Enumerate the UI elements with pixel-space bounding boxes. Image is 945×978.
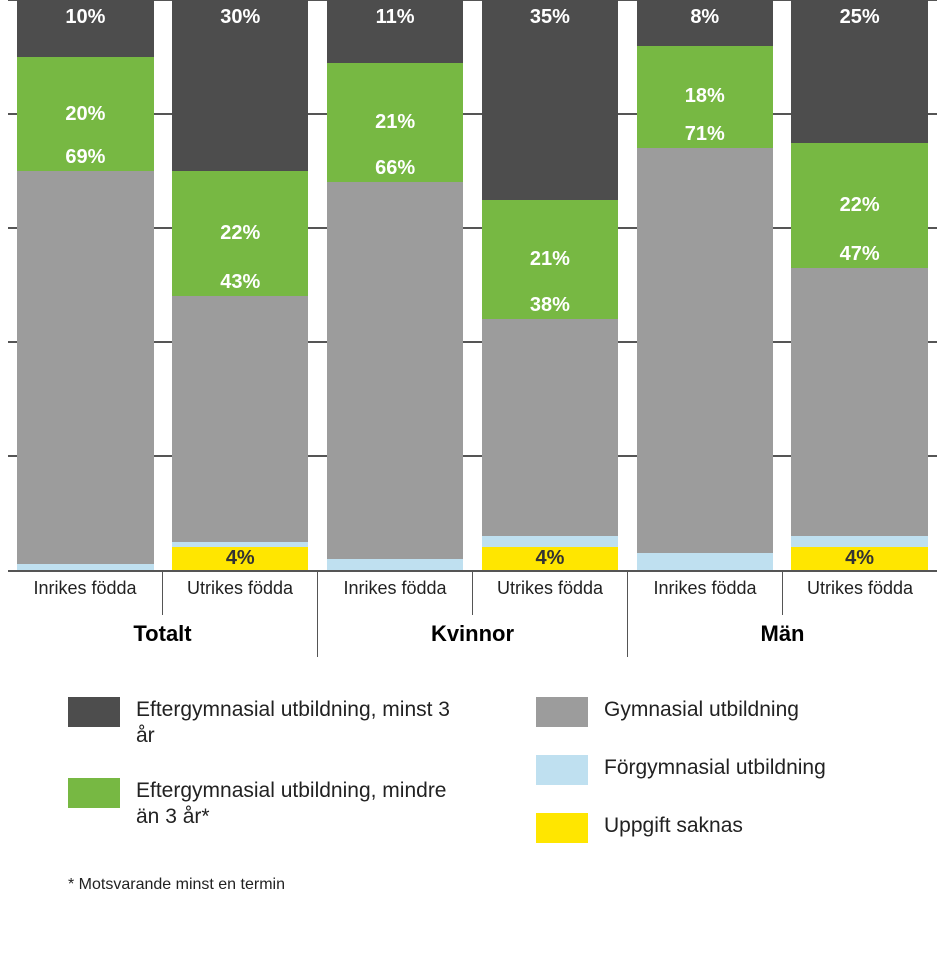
bar-column: 30% 22% 43% 4%	[163, 0, 318, 570]
x-axis-sublabel: Inrikes födda	[628, 572, 783, 615]
bar-segment-gymn: 47%	[791, 268, 927, 536]
stacked-bar: 11% 21% 66%	[327, 0, 463, 570]
bar-segment-label: 20%	[65, 103, 105, 126]
x-axis-main-label: Män	[628, 615, 937, 657]
bar-segment-gymn: 71%	[637, 148, 773, 553]
legend-item-forgymn: Förgymnasial utbildning	[536, 755, 826, 785]
bar-segment-efter3: 25%	[791, 0, 927, 143]
bar-segment-saknas: 4%	[482, 547, 618, 570]
bar-segment-gymn: 38%	[482, 319, 618, 536]
bar-segment-gymn: 43%	[172, 296, 308, 541]
bar-segment-forgymn	[17, 564, 153, 570]
bar-segment-label: 22%	[220, 222, 260, 245]
bar-segment-label: 4%	[845, 547, 874, 570]
bar-segment-label: 10%	[65, 6, 105, 29]
bar-column: 10% 20% 69%	[8, 0, 163, 570]
swatch-efter3	[68, 697, 120, 727]
legend-item-saknas: Uppgift saknas	[536, 813, 826, 843]
swatch-efter-lt3	[68, 778, 120, 808]
bar-group: 11% 21% 66% 35% 21% 38% 4%	[318, 0, 628, 570]
bar-segment-label: 71%	[685, 123, 725, 146]
stacked-bar: 8% 18% 71%	[637, 0, 773, 570]
bar-segment-label: 4%	[226, 547, 255, 570]
bar-segment-efter3: 10%	[17, 0, 153, 57]
swatch-saknas	[536, 813, 588, 843]
x-axis-sublabel: Utrikes födda	[473, 572, 627, 615]
x-axis-sublabel: Inrikes födda	[8, 572, 163, 615]
bar-segment-label: 21%	[375, 111, 415, 134]
bar-segment-label: 11%	[376, 6, 415, 29]
bar-segment-forgymn	[482, 536, 618, 547]
bar-segment-label: 25%	[840, 6, 880, 29]
bar-segment-label: 43%	[220, 271, 260, 294]
stacked-bar: 30% 22% 43% 4%	[172, 0, 308, 570]
legend-label-saknas: Uppgift saknas	[604, 813, 743, 839]
bar-segment-saknas: 4%	[172, 547, 308, 570]
bar-segment-forgymn	[791, 536, 927, 547]
x-axis-subgroup: Inrikes föddaUtrikes födda	[318, 572, 627, 615]
plot-area: 10% 20% 69% 30% 22% 43% 4% 11% 21% 66% 35% 21% 38% 4%…	[8, 0, 937, 570]
bar-segment-gymn: 69%	[17, 171, 153, 564]
bar-segment-efter3: 11%	[327, 0, 463, 63]
x-axis-subgroup: Inrikes föddaUtrikes födda	[628, 572, 937, 615]
bar-segment-forgymn	[637, 553, 773, 570]
bar-segment-label: 22%	[840, 194, 880, 217]
legend-item-efter3: Eftergymnasial utbildning, minst 3 år	[68, 697, 456, 750]
bar-segment-label: 8%	[690, 6, 719, 29]
stacked-bar-chart: 10% 20% 69% 30% 22% 43% 4% 11% 21% 66% 35% 21% 38% 4%…	[0, 0, 945, 904]
legend-label-efter-lt3: Eftergymnasial utbildning, mindre än 3 å…	[136, 778, 456, 831]
bar-column: 35% 21% 38% 4%	[473, 0, 628, 570]
bar-segment-label: 66%	[375, 157, 415, 180]
bar-segment-efter3: 30%	[172, 0, 308, 171]
bar-segment-label: 69%	[65, 146, 105, 169]
x-axis-subgroup: Inrikes föddaUtrikes födda	[8, 572, 317, 615]
x-axis-sublabel: Utrikes födda	[163, 572, 317, 615]
legend-col-right: Gymnasial utbildning Förgymnasial utbild…	[536, 697, 826, 894]
bar-segment-efter3: 8%	[637, 0, 773, 46]
legend-label-forgymn: Förgymnasial utbildning	[604, 755, 826, 781]
bar-segment-label: 18%	[685, 85, 725, 108]
stacked-bar: 35% 21% 38% 4%	[482, 0, 618, 570]
swatch-gymn	[536, 697, 588, 727]
x-axis-group: Inrikes föddaUtrikes föddaKvinnor	[318, 572, 628, 657]
bar-segment-label: 30%	[220, 6, 260, 29]
stacked-bar: 25% 22% 47% 4%	[791, 0, 927, 570]
x-axis-sublabel: Inrikes födda	[318, 572, 473, 615]
bars-container: 10% 20% 69% 30% 22% 43% 4% 11% 21% 66% 35% 21% 38% 4%…	[8, 0, 937, 570]
bar-column: 8% 18% 71%	[627, 0, 782, 570]
legend-label-gymn: Gymnasial utbildning	[604, 697, 799, 723]
bar-segment-forgymn	[327, 559, 463, 570]
legend-item-gymn: Gymnasial utbildning	[536, 697, 826, 727]
legend-col-left: Eftergymnasial utbildning, minst 3 år Ef…	[68, 697, 456, 894]
x-axis-sublabel: Utrikes födda	[783, 572, 937, 615]
swatch-forgymn	[536, 755, 588, 785]
x-axis-main-label: Totalt	[8, 615, 317, 657]
bar-segment-efter3: 35%	[482, 0, 618, 200]
bar-column: 25% 22% 47% 4%	[782, 0, 937, 570]
bar-segment-label: 21%	[530, 248, 570, 271]
stacked-bar: 10% 20% 69%	[17, 0, 153, 570]
legend-item-efter-lt3: Eftergymnasial utbildning, mindre än 3 å…	[68, 778, 456, 831]
bar-segment-gymn: 66%	[327, 182, 463, 558]
bar-segment-saknas: 4%	[791, 547, 927, 570]
bar-segment-label: 38%	[530, 294, 570, 317]
legend-footnote: * Motsvarande minst en termin	[68, 858, 456, 894]
legend-label-efter3: Eftergymnasial utbildning, minst 3 år	[136, 697, 456, 750]
legend: Eftergymnasial utbildning, minst 3 år Ef…	[8, 657, 937, 904]
bar-group: 8% 18% 71% 25% 22% 47% 4%	[627, 0, 937, 570]
bar-segment-label: 47%	[840, 243, 880, 266]
bar-segment-label: 35%	[530, 6, 570, 29]
x-axis-main-label: Kvinnor	[318, 615, 627, 657]
x-axis-group: Inrikes föddaUtrikes föddaTotalt	[8, 572, 318, 657]
x-axis-group: Inrikes föddaUtrikes föddaMän	[628, 572, 937, 657]
bar-group: 10% 20% 69% 30% 22% 43% 4%	[8, 0, 318, 570]
bar-segment-label: 4%	[535, 547, 564, 570]
x-axis: Inrikes föddaUtrikes föddaTotaltInrikes …	[8, 570, 937, 657]
bar-column: 11% 21% 66%	[318, 0, 473, 570]
